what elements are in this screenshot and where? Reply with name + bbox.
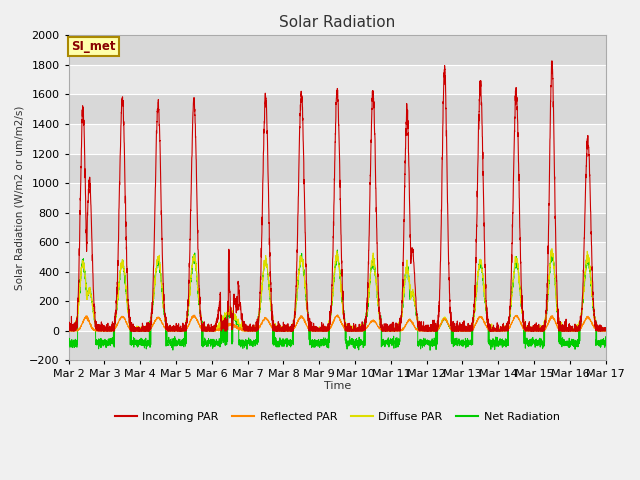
Bar	[68, 272, 605, 301]
Bar	[68, 95, 605, 124]
Text: SI_met: SI_met	[72, 40, 116, 53]
Title: Solar Radiation: Solar Radiation	[279, 15, 396, 30]
Bar	[68, 301, 605, 331]
Y-axis label: Solar Radiation (W/m2 or um/m2/s): Solar Radiation (W/m2 or um/m2/s)	[15, 106, 25, 290]
Bar	[68, 154, 605, 183]
Legend: Incoming PAR, Reflected PAR, Diffuse PAR, Net Radiation: Incoming PAR, Reflected PAR, Diffuse PAR…	[110, 408, 564, 426]
Bar	[68, 213, 605, 242]
Bar	[68, 36, 605, 65]
Bar	[68, 124, 605, 154]
X-axis label: Time: Time	[324, 381, 351, 391]
Bar	[68, 65, 605, 95]
Bar	[68, 242, 605, 272]
Bar	[68, 183, 605, 213]
Bar	[68, 331, 605, 360]
